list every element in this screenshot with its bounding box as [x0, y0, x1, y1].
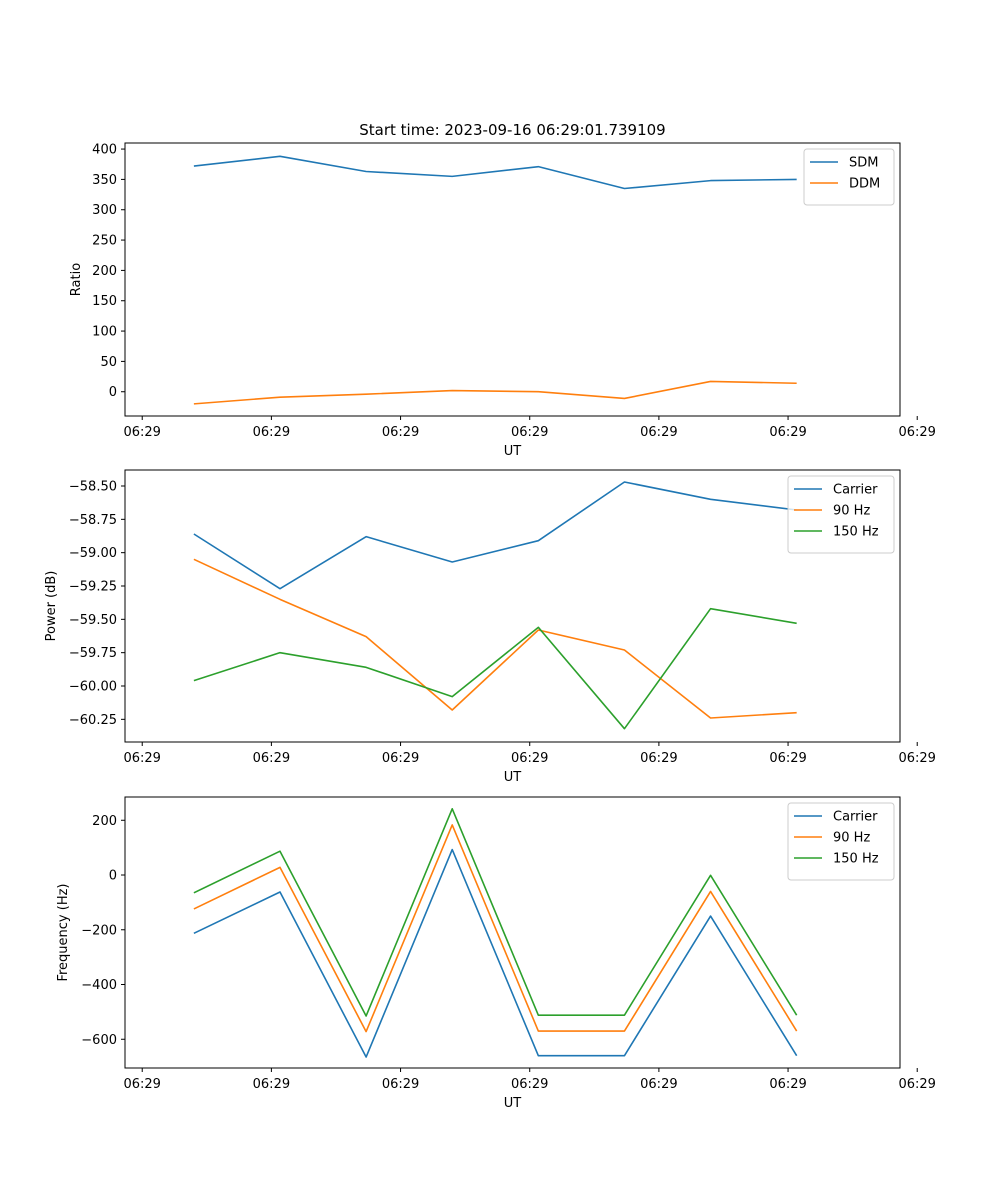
legend-box	[787, 802, 895, 881]
y-tick-label: 50	[100, 355, 117, 370]
y-tick-label: 200	[92, 814, 117, 829]
x-axis-label: UT	[504, 770, 522, 785]
y-tick-label: 350	[92, 173, 117, 188]
x-tick-label: 06:29	[769, 425, 806, 440]
plot-frame	[124, 142, 901, 417]
x-tick-label: 06:29	[898, 425, 935, 440]
y-tick-label: −600	[81, 1033, 117, 1048]
x-tick-label: 06:29	[511, 751, 548, 766]
y-tick-label: 200	[92, 264, 117, 279]
y-tick-label: −60.00	[69, 680, 117, 695]
x-tick-label: 06:29	[123, 425, 160, 440]
legend-box	[803, 148, 895, 206]
y-tick-label: 0	[109, 385, 117, 400]
series-line-90-hz	[193, 824, 798, 1033]
x-tick-label: 06:29	[640, 1077, 677, 1092]
chart-panel-2: 06:29 06:29 06:29 06:29 06:29 06:29 06:29 −60.2…	[44, 469, 936, 785]
y-tick-label: −58.75	[69, 513, 117, 528]
legend-label: SDM	[849, 156, 878, 171]
legend-label: Carrier	[833, 483, 878, 498]
y-tick-label: −400	[81, 978, 117, 993]
y-tick-label: −59.00	[69, 546, 117, 561]
y-tick-label: −59.25	[69, 580, 117, 595]
series-line-sdm	[193, 155, 797, 190]
x-tick-label: 06:29	[640, 751, 677, 766]
y-axis-label: Frequency (Hz)	[56, 883, 71, 981]
x-tick-label: 06:29	[769, 751, 806, 766]
x-tick-label: 06:29	[253, 1077, 290, 1092]
y-tick-label: 250	[92, 234, 117, 249]
legend: SDM DDM	[803, 148, 895, 206]
y-tick-label: 400	[92, 143, 117, 158]
y-tick-label: 150	[92, 294, 117, 309]
y-tick-label: −59.50	[69, 613, 117, 628]
series-line-ddm	[193, 380, 797, 405]
x-tick-label: 06:29	[898, 1077, 935, 1092]
y-tick-label: −58.50	[69, 480, 117, 495]
y-tick-label: 100	[92, 325, 117, 340]
x-tick-label: 06:29	[640, 425, 677, 440]
legend-label: 90 Hz	[833, 504, 870, 519]
x-tick-label: 06:29	[123, 751, 160, 766]
x-tick-label: 06:29	[253, 425, 290, 440]
x-tick-label: 06:29	[511, 1077, 548, 1092]
x-axis-label: UT	[504, 1096, 522, 1111]
legend-label: 150 Hz	[833, 525, 879, 540]
y-tick-label: 300	[92, 203, 117, 218]
x-tick-label: 06:29	[511, 425, 548, 440]
y-tick-label: 0	[109, 869, 117, 884]
legend-label: 150 Hz	[833, 852, 879, 867]
legend-label: DDM	[849, 177, 880, 192]
series-line-90-hz	[193, 558, 797, 719]
x-tick-label: 06:29	[769, 1077, 806, 1092]
y-axis-label: Ratio	[69, 263, 84, 296]
series-line-150-hz	[193, 807, 798, 1017]
x-tick-label: 06:29	[898, 751, 935, 766]
y-tick-label: −60.25	[69, 713, 117, 728]
y-axis-label: Power (dB)	[44, 571, 59, 642]
legend: Carrier 90 Hz 150 Hz	[787, 802, 895, 881]
legend-label: Carrier	[833, 810, 878, 825]
chart-title: Start time: 2023-09-16 06:29:01.739109	[359, 121, 665, 139]
x-tick-label: 06:29	[382, 1077, 419, 1092]
chart-panel-3: 06:29 06:29 06:29 06:29 06:29 06:29 06:29 −600 −…	[56, 796, 936, 1111]
legend-label: 90 Hz	[833, 831, 870, 846]
legend: Carrier 90 Hz 150 Hz	[787, 475, 895, 554]
y-tick-label: −59.75	[69, 646, 117, 661]
plot-frame	[124, 796, 901, 1069]
x-axis-label: UT	[504, 444, 522, 459]
series-line-carrier	[193, 481, 797, 590]
x-tick-label: 06:29	[382, 751, 419, 766]
plot-frame	[124, 469, 901, 743]
series-line-carrier	[193, 848, 798, 1058]
x-tick-label: 06:29	[253, 751, 290, 766]
chart-panel-1: Start time: 2023-09-16 06:29:01.739109 06…	[69, 121, 936, 459]
series-line-150-hz	[193, 607, 797, 730]
legend-box	[787, 475, 895, 554]
x-tick-label: 06:29	[382, 425, 419, 440]
y-tick-label: −200	[81, 923, 117, 938]
x-tick-label: 06:29	[123, 1077, 160, 1092]
